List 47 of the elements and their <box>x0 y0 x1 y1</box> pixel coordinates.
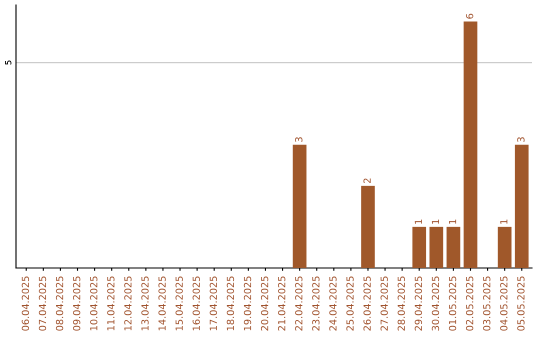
x-tick-label: 18.04.2025 <box>226 276 234 330</box>
x-tick-label: 05.05.2025 <box>517 276 525 331</box>
x-tick-label: 12.04.2025 <box>124 276 132 330</box>
x-tick-label: 23.04.2025 <box>312 276 320 331</box>
data-label: 3 <box>517 137 525 142</box>
bar <box>412 226 426 268</box>
x-tick-label: 25.04.2025 <box>346 276 354 331</box>
x-tick-label: 13.04.2025 <box>141 276 149 330</box>
bar <box>292 144 306 268</box>
x-tick-label: 21.04.2025 <box>278 276 286 331</box>
x-tick-label: 14.04.2025 <box>158 276 166 330</box>
ref-line-label: 5 <box>5 60 12 65</box>
x-tick-label: 03.05.2025 <box>483 276 490 331</box>
bar <box>464 21 478 268</box>
x-tick-label: 28.04.2025 <box>398 276 405 331</box>
data-label: 1 <box>449 220 456 224</box>
x-tick-label: 11.04.2025 <box>107 276 115 330</box>
x-tick-label: 08.04.2025 <box>56 276 64 331</box>
x-tick-label: 24.04.2025 <box>329 276 337 331</box>
x-tick-label: 07.04.2025 <box>38 276 46 331</box>
x-tick-label: 02.05.2025 <box>466 276 474 331</box>
x-tick-label: 09.04.2025 <box>72 276 80 331</box>
bar <box>498 226 512 268</box>
x-tick-label: 20.04.2025 <box>260 276 268 331</box>
x-tick-label: 26.04.2025 <box>363 276 371 331</box>
data-label: 1 <box>500 220 508 224</box>
data-label: 1 <box>414 220 422 224</box>
x-tick-label: 04.05.2025 <box>500 276 508 331</box>
data-label: 1 <box>432 220 439 224</box>
x-tick-label: 10.04.2025 <box>90 276 98 330</box>
x-tick-label: 19.04.2025 <box>244 276 252 330</box>
x-tick-label: 29.04.2025 <box>414 276 422 331</box>
x-tick-label: 06.04.2025 <box>22 276 30 331</box>
x-tick-label: 17.04.2025 <box>210 276 218 330</box>
bar <box>446 226 460 268</box>
x-tick-label: 15.04.2025 <box>175 276 183 330</box>
x-tick-label: 27.04.2025 <box>380 276 388 331</box>
bar <box>361 186 375 268</box>
x-tick-label: 22.04.2025 <box>295 276 302 331</box>
x-tick-label: 16.04.2025 <box>192 276 200 330</box>
bar <box>514 144 529 268</box>
data-label: 3 <box>295 137 302 142</box>
data-label: 6 <box>466 14 474 19</box>
bar <box>429 226 444 268</box>
x-tick-label: 30.04.2025 <box>432 276 440 331</box>
data-label: 2 <box>363 178 371 184</box>
x-tick-label: 01.05.2025 <box>448 276 456 331</box>
